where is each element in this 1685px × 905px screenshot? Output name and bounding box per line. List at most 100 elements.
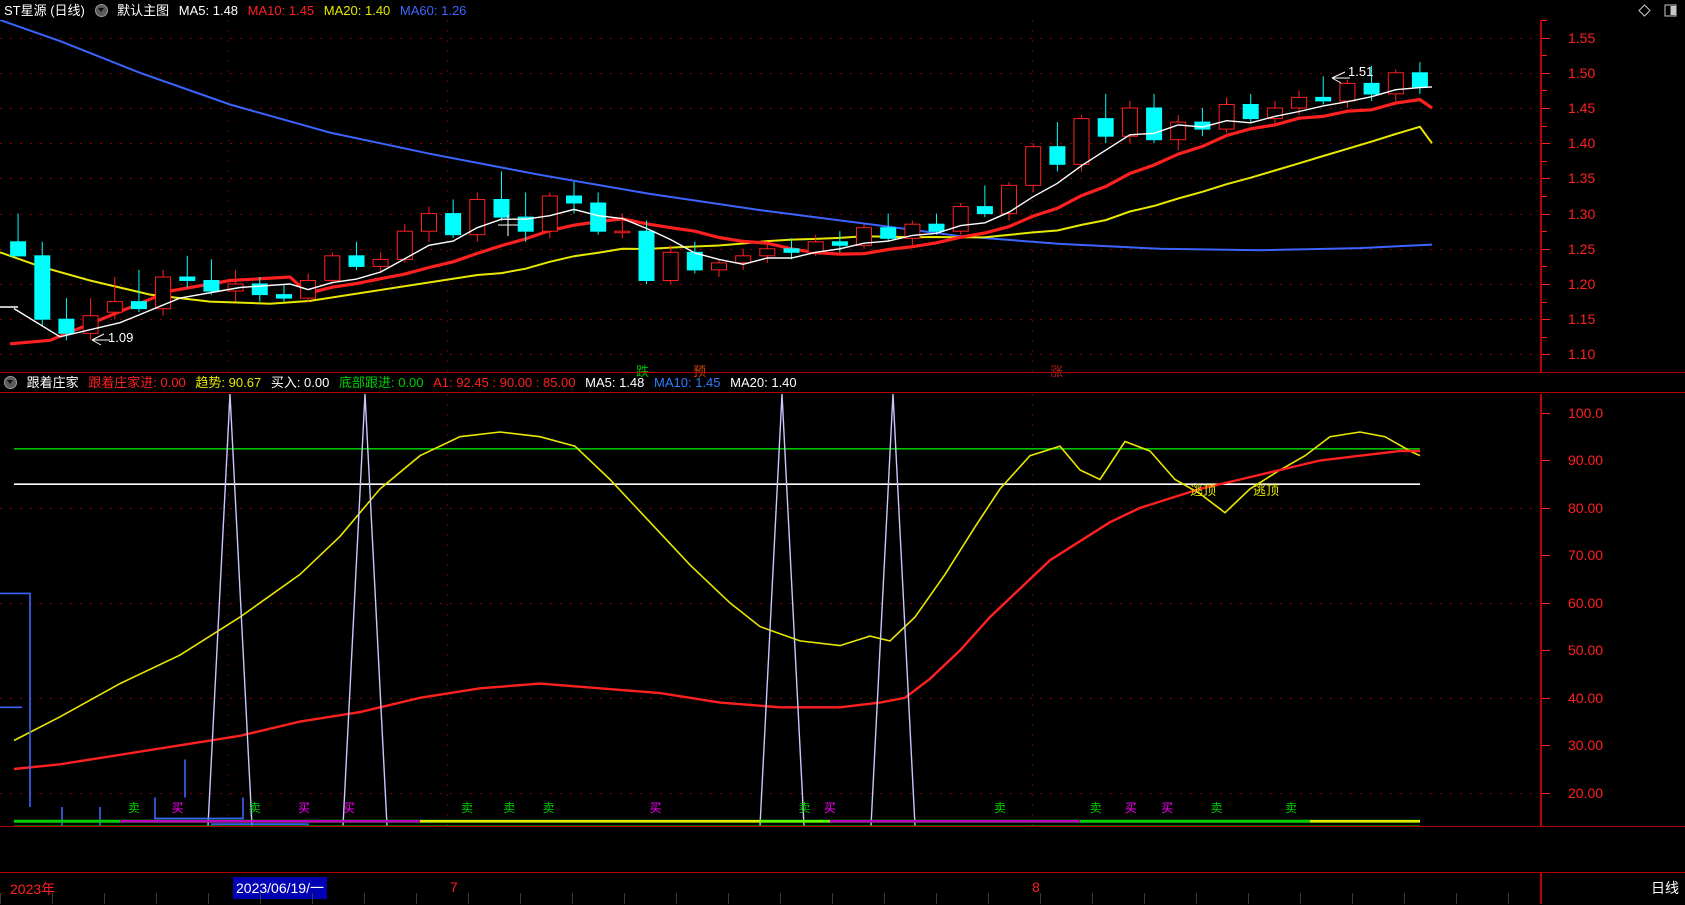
date-axis-tick (468, 893, 469, 904)
diamond-icon[interactable] (1637, 4, 1651, 17)
chart-name-label[interactable]: 默认主图 (117, 3, 170, 18)
date-axis-tick (1456, 893, 1457, 904)
date-axis-tick (364, 893, 365, 904)
price-axis-minor-tick (1542, 90, 1547, 92)
price-axis-tick: 1.35 (1568, 170, 1596, 187)
month-7-label: 7 (450, 879, 458, 895)
date-axis[interactable]: 2023年 2023/06/19/一 7 8 日线 (0, 874, 1685, 905)
price-callout-high: 1.51 (1348, 64, 1374, 79)
price-axis-minor-tick (1542, 125, 1547, 127)
date-axis-tick (1300, 893, 1301, 904)
price-axis-minor-tick (1542, 248, 1547, 250)
indicator-axis: 100.0 90.00 80.00 70.00 60.00 50.00 40.00 30.00… (1540, 394, 1685, 826)
buy-readout: 买入: 0.00 (270, 375, 330, 390)
indicator-axis-tick: 20.00 (1568, 784, 1604, 801)
year-label: 2023年 (10, 881, 56, 897)
date-axis-tick (1248, 893, 1249, 904)
price-axis-minor-tick (1542, 55, 1547, 57)
indicator-axis-tick: 30.00 (1568, 737, 1604, 754)
signal-warn-label: 预 (693, 364, 707, 379)
axis-tick-row (0, 872, 1685, 905)
price-axis-minor-tick (1542, 37, 1547, 39)
indicator-axis-tick: 40.00 (1568, 689, 1604, 706)
price-axis-tick: 1.10 (1568, 346, 1596, 363)
date-axis-divider (0, 872, 1685, 873)
indicator-axis-tick: 60.00 (1568, 594, 1604, 611)
indicator-axis-tickmark (1542, 697, 1550, 699)
price-axis-minor-tick (1542, 143, 1547, 145)
ma10-readout: MA10: 1.45 (247, 3, 315, 18)
indicator-axis-tickmark (1542, 792, 1550, 794)
date-axis-tick (988, 893, 989, 904)
trade-signal-marker: 卖 (1285, 801, 1298, 815)
date-axis-tick (1508, 893, 1509, 904)
trend-readout: 趋势: 90.67 (195, 375, 262, 390)
indicator-title[interactable]: 跟着庄家 (26, 375, 79, 390)
price-axis-minor-tick (1542, 108, 1547, 109)
window-icon-group (1629, 4, 1677, 22)
date-axis-tick (52, 893, 53, 904)
indicator-axis-tickmark (1542, 507, 1550, 509)
trade-signal-marker: 买 (1124, 801, 1137, 815)
panel-divider-bottom (0, 392, 1685, 393)
price-axis-tick: 1.30 (1568, 205, 1596, 222)
trade-signal-marker: 卖 (503, 801, 516, 815)
panel-divider-top (0, 372, 1685, 373)
indicator-axis-tickmark (1542, 555, 1550, 557)
price-axis-minor-tick (1542, 301, 1547, 303)
date-axis-tick (832, 893, 833, 904)
price-axis-minor-tick (1542, 196, 1547, 197)
trade-signal-marker: 买 (823, 801, 836, 815)
restore-icon[interactable] (1664, 4, 1677, 17)
price-axis-minor-tick (1542, 160, 1547, 162)
signal-fall-label: 跌 (636, 364, 650, 379)
ma20-readout: MA20: 1.40 (323, 3, 391, 18)
trade-signal-marker: 卖 (248, 801, 261, 815)
chevron-down-circle-icon[interactable] (94, 4, 108, 17)
trade-signal-marker: 卖 (798, 801, 811, 815)
price-axis-minor-tick (1542, 319, 1547, 321)
date-axis-tick (728, 893, 729, 904)
date-axis-tick (1404, 893, 1405, 904)
trade-signal-marker: 买 (1161, 801, 1174, 815)
price-axis-tick: 1.20 (1568, 276, 1596, 292)
period-label: 日线 (1651, 880, 1679, 896)
date-axis-tick (416, 893, 417, 904)
indicator-header: 跟着庄家 跟着庄家进: 0.00 趋势: 90.67 买入: 0.00 底部跟进… (4, 374, 803, 392)
trade-signal-marker: 卖 (993, 801, 1006, 815)
indicator-axis-tickmark (1542, 602, 1550, 604)
a1-readout: A1: 92.45 : 90.00 : 85.00 (433, 375, 576, 390)
trade-signal-marker: 卖 (542, 801, 555, 815)
main-chart-header: ST星源 (日线) 默认主图 MA5: 1.48 MA10: 1.45 MA20… (4, 2, 472, 20)
price-axis-minor-tick (1542, 336, 1547, 338)
indicator-chart-panel[interactable] (0, 394, 1540, 826)
signal-rise-label: 涨 (1050, 364, 1064, 379)
date-axis-tick (1092, 893, 1093, 904)
price-axis-tick: 1.40 (1568, 135, 1596, 152)
indicator-axis-tick: 100.0 (1568, 404, 1604, 421)
price-chart-panel[interactable] (0, 20, 1540, 372)
date-axis-tick (312, 893, 313, 904)
indicator-svg (0, 394, 1540, 826)
price-axis-minor-tick (1542, 213, 1547, 215)
indicator-divider (0, 826, 1685, 827)
trade-signal-marker: 买 (298, 801, 311, 815)
selected-date-label[interactable]: 2023/06/19/一 (233, 877, 327, 899)
date-axis-tick (1144, 893, 1145, 904)
chevron-down-circle-icon[interactable] (4, 376, 17, 389)
follow-value-readout: 跟着庄家进: 0.00 (88, 375, 186, 390)
price-axis-tick: 1.15 (1568, 311, 1596, 328)
indicator-axis-tickmark (1542, 650, 1550, 652)
candlestick-svg (0, 20, 1540, 372)
signal-marker-row: 卖买卖买买卖卖卖买卖买卖卖买买卖卖 (0, 796, 1540, 824)
date-axis-tick (1196, 893, 1197, 904)
price-axis-tick: 1.25 (1568, 240, 1596, 257)
date-axis-tick (0, 893, 1, 904)
price-axis-tick: 1.45 (1568, 100, 1596, 116)
date-axis-tick (884, 893, 885, 904)
indicator-axis-tick: 70.00 (1568, 547, 1604, 564)
axis-corner-divider (1540, 872, 1542, 904)
symbol-label: ST星源 (日线) (4, 3, 85, 18)
price-axis-minor-tick (1542, 231, 1547, 233)
